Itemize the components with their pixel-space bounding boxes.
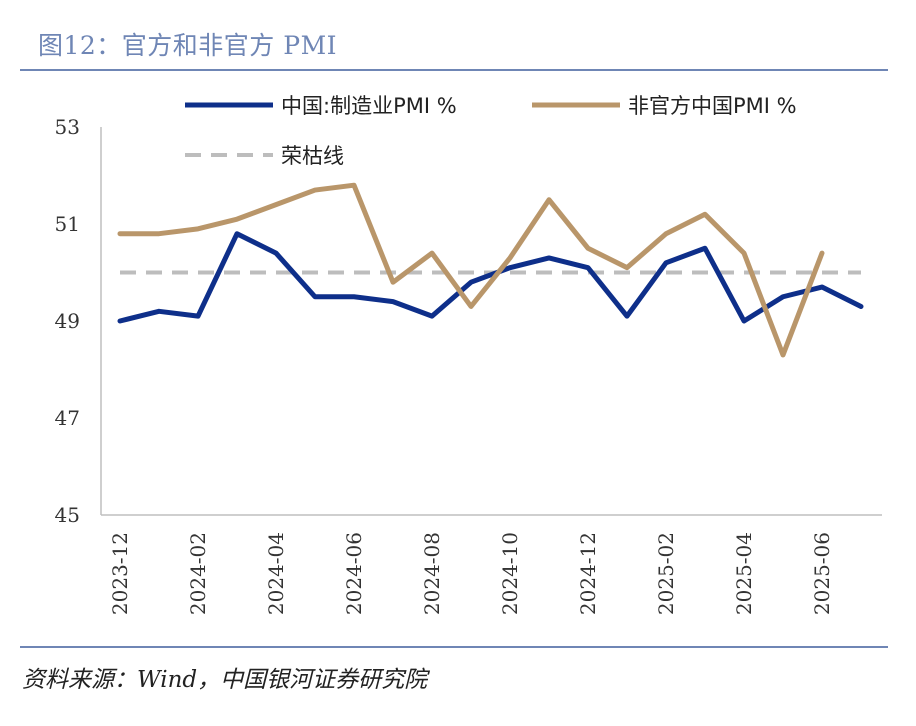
x-tick-label: 2024-06: [342, 532, 366, 615]
series-line: [117, 182, 825, 358]
x-tick-label: 2024-04: [264, 532, 288, 615]
x-tick-label: 2024-08: [420, 532, 444, 615]
x-tick-label: 2025-02: [654, 532, 678, 615]
y-tick-label: 49: [55, 309, 80, 333]
x-tick-label: 2025-04: [732, 532, 756, 615]
title-rule: [20, 69, 888, 71]
x-tick-label: 2024-02: [186, 532, 210, 615]
x-tick-label: 2024-10: [498, 532, 522, 615]
figure-title: 图12：官方和非官方 PMI: [38, 31, 338, 60]
legend-label: 非官方中国PMI %: [628, 94, 797, 118]
y-tick-label: 47: [55, 406, 80, 430]
y-tick-label: 45: [55, 503, 80, 527]
legend-label: 荣枯线: [281, 144, 344, 168]
y-tick-label: 51: [55, 212, 80, 236]
legend-label: 中国:制造业PMI %: [281, 94, 457, 118]
x-tick-label: 2024-12: [576, 532, 600, 615]
x-tick-label: 2025-06: [810, 532, 834, 615]
source-note: 资料来源：Wind，中国银河证券研究院: [22, 667, 428, 693]
pmi-line-chart: 45 47 49 51 53 2023-12 2024-02 2024-04 2024-06 20…: [55, 94, 882, 615]
source-rule: [20, 646, 888, 648]
y-tick-label: 53: [55, 115, 80, 139]
x-tick-label: 2023-12: [108, 532, 132, 615]
series-line: [117, 231, 864, 324]
